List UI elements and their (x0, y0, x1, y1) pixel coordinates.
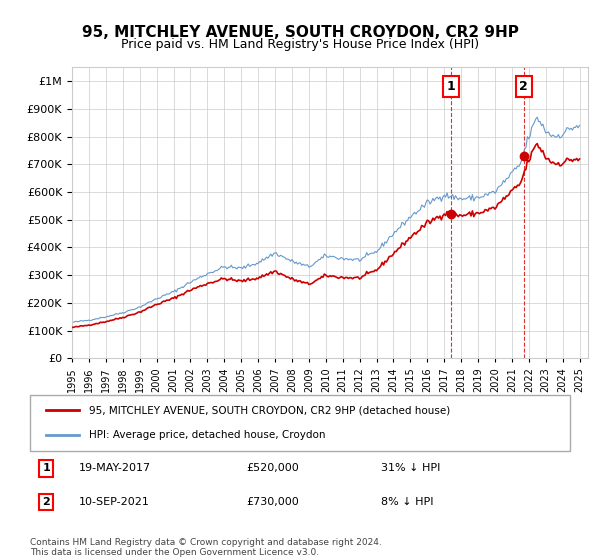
FancyBboxPatch shape (30, 395, 570, 451)
Text: 10-SEP-2021: 10-SEP-2021 (79, 497, 149, 507)
Text: 1: 1 (43, 463, 50, 473)
Text: Price paid vs. HM Land Registry's House Price Index (HPI): Price paid vs. HM Land Registry's House … (121, 38, 479, 51)
Text: HPI: Average price, detached house, Croydon: HPI: Average price, detached house, Croy… (89, 430, 326, 440)
Text: 2: 2 (520, 80, 528, 93)
Text: Contains HM Land Registry data © Crown copyright and database right 2024.
This d: Contains HM Land Registry data © Crown c… (30, 538, 382, 557)
Text: 19-MAY-2017: 19-MAY-2017 (79, 463, 151, 473)
Text: £730,000: £730,000 (246, 497, 299, 507)
Text: £520,000: £520,000 (246, 463, 299, 473)
Text: 95, MITCHLEY AVENUE, SOUTH CROYDON, CR2 9HP: 95, MITCHLEY AVENUE, SOUTH CROYDON, CR2 … (82, 25, 518, 40)
Text: 31% ↓ HPI: 31% ↓ HPI (381, 463, 440, 473)
Text: 8% ↓ HPI: 8% ↓ HPI (381, 497, 433, 507)
Text: 2: 2 (43, 497, 50, 507)
Text: 95, MITCHLEY AVENUE, SOUTH CROYDON, CR2 9HP (detached house): 95, MITCHLEY AVENUE, SOUTH CROYDON, CR2 … (89, 405, 451, 416)
Text: 1: 1 (446, 80, 455, 93)
